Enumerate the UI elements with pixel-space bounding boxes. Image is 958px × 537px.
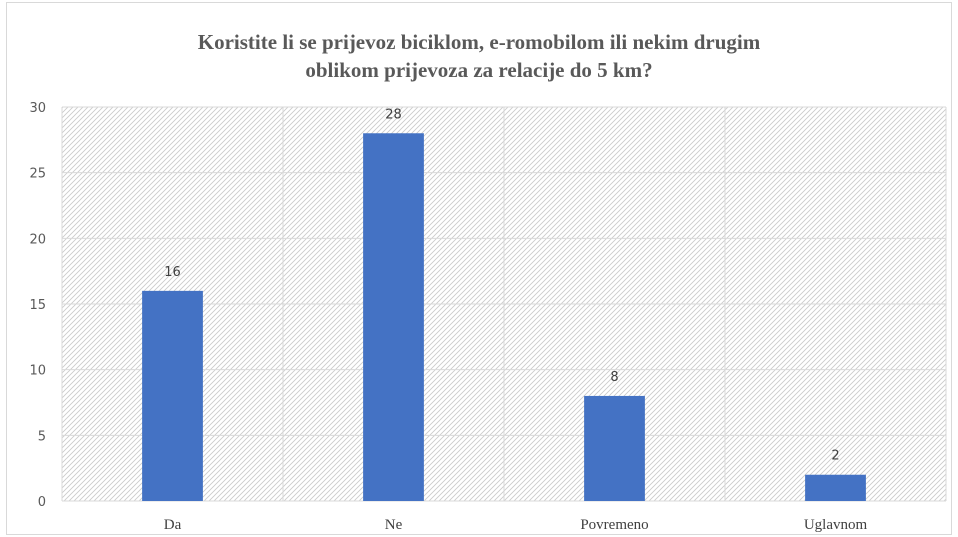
y-tick-label: 10 (29, 364, 46, 379)
chart-title-line-1: Koristite li se prijevoz biciklom, e-rom… (197, 30, 761, 54)
data-label: 16 (164, 265, 181, 280)
bars: 16 28 8 2 (142, 107, 866, 501)
y-tick-label: 25 (29, 167, 46, 182)
x-tick-label: Uglavnom (804, 517, 868, 533)
x-axis: Da Ne Povremeno Uglavnom (164, 517, 868, 533)
chart-title-line-2: oblikom prijevoza za relacije do 5 km? (305, 58, 653, 82)
data-label: 28 (385, 107, 402, 122)
y-tick-label: 0 (38, 495, 46, 510)
bar (142, 290, 203, 501)
chart-title: Koristite li se prijevoz biciklom, e-rom… (0, 28, 958, 84)
bar (363, 133, 424, 501)
x-tick-label: Ne (385, 517, 403, 533)
x-tick-label: Da (164, 517, 182, 533)
bar (584, 395, 645, 501)
y-axis: 0 5 10 15 20 25 30 (29, 101, 46, 510)
x-tick-label: Povremeno (580, 517, 648, 533)
y-tick-label: 5 (38, 429, 46, 444)
data-label: 2 (831, 449, 839, 464)
bar (805, 474, 866, 501)
y-tick-label: 30 (29, 101, 46, 116)
y-tick-label: 20 (29, 232, 46, 247)
data-label: 8 (610, 370, 618, 385)
gridlines (61, 106, 947, 502)
y-tick-label: 15 (29, 298, 46, 313)
